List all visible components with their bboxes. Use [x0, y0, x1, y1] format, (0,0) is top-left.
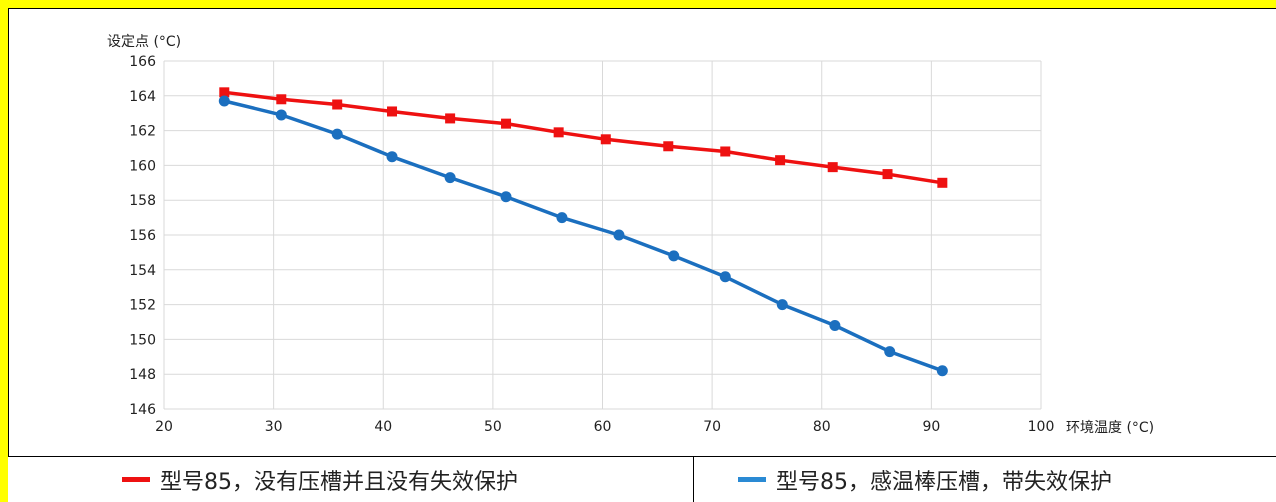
- data-point: [276, 94, 287, 105]
- series-1: [219, 87, 948, 188]
- series-line: [223, 99, 943, 373]
- legend-item-series-2: 型号85，感温棒压槽，带失效保护: [694, 457, 1276, 502]
- data-point: [219, 87, 230, 98]
- y-tick-label: 150: [129, 332, 156, 348]
- data-point: [613, 229, 625, 241]
- data-point: [218, 95, 230, 107]
- series-2: [218, 95, 948, 377]
- y-tick-label: 164: [129, 89, 156, 105]
- data-point: [275, 109, 287, 121]
- data-point: [386, 151, 398, 163]
- x-tick-label: 100: [1028, 419, 1055, 435]
- grid-layer: [163, 60, 1042, 410]
- y-tick-label: 152: [129, 298, 156, 314]
- y-tick-label: 166: [129, 54, 156, 70]
- data-point: [827, 162, 838, 173]
- y-tick-label: 156: [129, 228, 156, 244]
- y-tick-label: 148: [129, 367, 156, 383]
- legend: 型号85，没有压槽并且没有失效保护 型号85，感温棒压槽，带失效保护: [8, 456, 1276, 502]
- chart-frame: 166 164 162 160 158 156 154 152 150 148 146 20 30 40 5…: [8, 8, 1276, 502]
- legend-label-series-1: 型号85，没有压槽并且没有失效保护: [160, 469, 518, 495]
- data-point: [937, 177, 948, 188]
- y-tick-label: 158: [129, 193, 156, 209]
- data-point: [444, 172, 456, 184]
- data-point: [553, 127, 564, 138]
- legend-swatch-blue: [738, 477, 766, 482]
- legend-item-series-1: 型号85，没有压槽并且没有失效保护: [8, 457, 694, 502]
- x-tick-label: 60: [594, 419, 612, 435]
- data-point: [668, 250, 680, 262]
- data-point: [331, 128, 343, 140]
- y-tick-label: 154: [129, 263, 156, 279]
- data-point: [719, 271, 731, 283]
- data-point: [332, 99, 343, 110]
- data-point: [882, 169, 893, 180]
- data-point: [720, 146, 731, 157]
- x-axis-title: 环境温度 (°C): [1066, 420, 1154, 436]
- data-point: [501, 118, 512, 129]
- x-tick-label: 70: [703, 419, 721, 435]
- data-point: [936, 365, 948, 377]
- data-point: [600, 134, 611, 145]
- data-point: [500, 191, 512, 203]
- data-point: [387, 106, 398, 117]
- legend-label-series-2: 型号85，感温棒压槽，带失效保护: [776, 469, 1112, 495]
- data-point: [775, 155, 786, 166]
- y-tick-label: 160: [129, 158, 156, 174]
- x-tick-label: 50: [484, 419, 502, 435]
- x-tick-label: 20: [155, 419, 173, 435]
- y-axis-title: 设定点 (°C): [107, 34, 181, 50]
- x-tick-label: 30: [265, 419, 283, 435]
- x-tick-label: 90: [922, 419, 940, 435]
- data-point: [884, 346, 896, 358]
- x-tick-label: 40: [374, 419, 392, 435]
- x-tick-label: 80: [813, 419, 831, 435]
- data-point: [776, 299, 788, 311]
- data-point: [829, 319, 841, 331]
- legend-swatch-red: [122, 477, 150, 482]
- data-point: [445, 113, 456, 124]
- data-point: [556, 212, 568, 224]
- series-line: [224, 90, 943, 185]
- data-point: [663, 141, 674, 152]
- series-layer: [218, 87, 948, 377]
- y-tick-label: 162: [129, 124, 156, 140]
- y-tick-label: 146: [129, 402, 156, 418]
